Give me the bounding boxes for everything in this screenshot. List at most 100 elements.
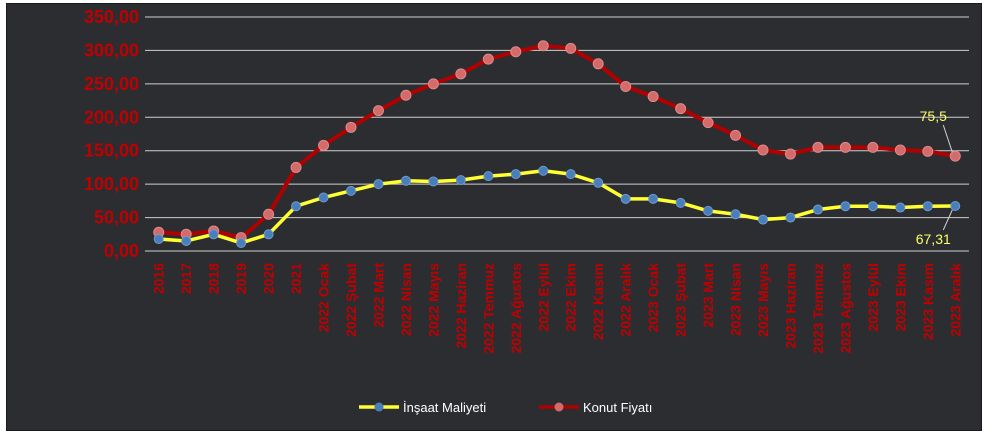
- data-point: [455, 175, 466, 186]
- data-point: [812, 141, 824, 153]
- y-tick-label: 300,00: [84, 40, 139, 60]
- data-point: [427, 78, 439, 90]
- data-point: [483, 171, 494, 182]
- annotation-label: 75,5: [920, 108, 947, 124]
- y-tick-label: 100,00: [84, 174, 139, 194]
- data-point: [839, 141, 851, 153]
- annotation-label: 67,31: [916, 231, 951, 247]
- data-point: [565, 169, 576, 180]
- x-tick-label: 2023 Eylül: [865, 263, 881, 332]
- x-tick-label: 2022 Ekim: [563, 263, 579, 332]
- data-point: [675, 197, 686, 208]
- data-point: [784, 148, 796, 160]
- y-tick-label: 0,00: [104, 241, 139, 261]
- x-tick-label: 2023 Şubat: [673, 263, 689, 337]
- data-point: [867, 141, 879, 153]
- data-point: [400, 175, 411, 186]
- data-point: [702, 117, 714, 129]
- x-tick-label: 2022 Haziran: [453, 263, 469, 349]
- x-tick-label: 2020: [261, 263, 277, 294]
- x-tick-label: 2023 Mayıs: [755, 263, 771, 337]
- x-tick-label: 2022 Ocak: [316, 263, 332, 332]
- x-tick-label: 2023 Ekim: [892, 263, 908, 332]
- data-point: [565, 42, 577, 54]
- data-point: [758, 214, 768, 225]
- data-point: [895, 202, 906, 213]
- data-point: [236, 237, 247, 248]
- data-point: [620, 193, 631, 204]
- data-point: [208, 229, 219, 240]
- data-point: [703, 205, 714, 216]
- legend-label: İnşaat Maliyeti: [403, 400, 486, 415]
- legend-label: Konut Fiyatı: [583, 400, 652, 415]
- x-tick-label: 2023 Ocak: [645, 263, 661, 332]
- x-tick-label: 2022 Temmuz: [480, 263, 496, 354]
- data-point: [482, 53, 494, 65]
- data-point: [675, 103, 687, 115]
- annotation-leader: [942, 209, 953, 231]
- x-tick-label: 2019: [233, 263, 249, 294]
- x-tick-label: 2023 Nisan: [728, 263, 744, 336]
- x-tick-label: 2022 Aralık: [618, 263, 634, 337]
- data-point: [510, 169, 521, 180]
- data-point: [922, 201, 933, 212]
- data-point: [922, 145, 934, 157]
- y-axis-labels: 0,00 50,00 100,00 150,00 200,00 250,00 300,00 3…: [84, 7, 139, 261]
- x-tick-label: 2023 Ağustos: [837, 263, 853, 354]
- y-tick-label: 250,00: [84, 74, 139, 94]
- data-point: [373, 179, 384, 190]
- legend: İnşaat Maliyeti Konut Fiyatı: [359, 400, 652, 415]
- data-point: [730, 209, 741, 220]
- data-point: [647, 91, 659, 103]
- data-point: [263, 208, 275, 220]
- data-point: [400, 89, 412, 101]
- legend-swatch-marker: [374, 402, 384, 412]
- data-point: [291, 201, 302, 212]
- data-point: [949, 150, 961, 162]
- x-tick-label: 2023 Temmuz: [810, 263, 826, 354]
- data-point: [345, 121, 357, 133]
- data-point: [537, 40, 549, 52]
- data-point: [455, 68, 467, 80]
- line-chart: 0,00 50,00 100,00 150,00 200,00 250,00 300,00 3…: [84, 7, 969, 415]
- data-point: [153, 233, 164, 244]
- data-point: [510, 46, 522, 58]
- legend-swatch-marker: [554, 402, 564, 412]
- x-tick-label: 2022 Şubat: [343, 263, 359, 337]
- data-point: [620, 81, 632, 93]
- data-point: [785, 212, 796, 223]
- x-tick-label: 2023 Kasım: [920, 263, 936, 340]
- data-point: [867, 201, 878, 212]
- x-tick-label: 2016: [151, 263, 167, 294]
- data-point: [840, 201, 851, 212]
- y-tick-label: 200,00: [84, 107, 139, 127]
- annotation-leader: [942, 124, 953, 153]
- x-tick-label: 2017: [178, 263, 194, 294]
- x-tick-label: 2023 Haziran: [782, 263, 798, 349]
- data-point: [730, 129, 742, 141]
- x-tick-label: 2021: [288, 263, 304, 294]
- data-point: [346, 185, 356, 196]
- data-point: [290, 161, 302, 173]
- y-tick-label: 150,00: [84, 141, 139, 161]
- x-tick-label: 2022 Kasım: [590, 263, 606, 340]
- x-tick-label: 2022 Eylül: [535, 263, 551, 332]
- gridlines: [145, 16, 969, 252]
- y-tick-label: 350,00: [84, 7, 139, 27]
- data-point: [648, 193, 659, 204]
- data-point: [894, 144, 906, 156]
- x-tick-label: 2022 Nisan: [398, 263, 414, 336]
- x-tick-label: 2022 Mart: [370, 263, 386, 328]
- data-point: [318, 139, 330, 151]
- data-point: [538, 165, 549, 176]
- x-tick-label: 2022 Mayıs: [425, 263, 441, 337]
- x-tick-label: 2018: [206, 263, 222, 294]
- data-point: [428, 176, 439, 187]
- series-line: [158, 169, 956, 245]
- data-point: [263, 229, 274, 240]
- legend-entry: İnşaat Maliyeti: [359, 400, 486, 415]
- x-tick-label: 2023 Aralık: [947, 263, 963, 337]
- data-point: [593, 177, 604, 188]
- legend-entry: Konut Fiyatı: [539, 400, 652, 415]
- data-point: [950, 200, 961, 211]
